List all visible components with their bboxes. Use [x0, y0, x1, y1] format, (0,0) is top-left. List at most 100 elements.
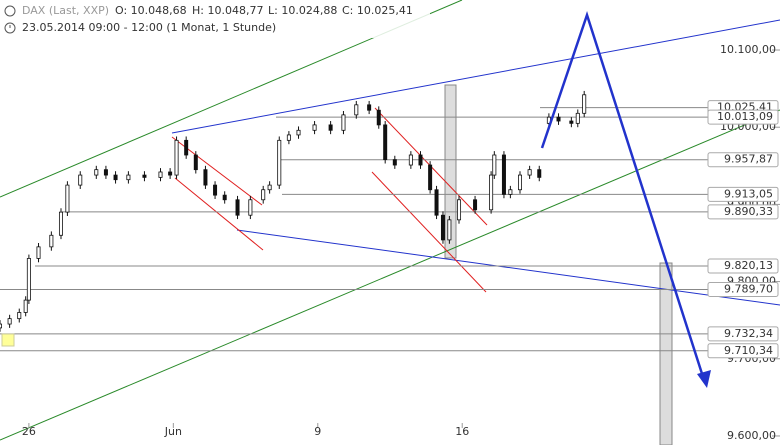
- candle-body: [556, 116, 561, 122]
- trend-line: [0, 109, 780, 441]
- candle-body: [537, 169, 542, 178]
- candle-body: [408, 154, 413, 166]
- candle-body: [508, 189, 513, 195]
- candle-body: [7, 318, 12, 325]
- level-label: 10.013,09: [717, 110, 773, 123]
- trend-line: [371, 171, 487, 293]
- candle-body: [126, 174, 131, 181]
- candle-body: [376, 109, 381, 126]
- candle-body: [0, 323, 3, 329]
- trend-line: [236, 229, 780, 306]
- candle-body: [434, 189, 439, 216]
- candle-body: [428, 164, 433, 191]
- candle-body: [489, 174, 494, 211]
- level-label: 9.820,13: [724, 259, 773, 272]
- candle-body: [168, 171, 173, 176]
- level-box: [707, 282, 779, 298]
- candle-body: [341, 114, 346, 131]
- y-tick-label: 9.600,00: [727, 429, 776, 442]
- candle-body: [354, 104, 359, 116]
- candle-body: [418, 154, 423, 166]
- candle-body: [222, 194, 227, 201]
- ohlc-open: O: 10.048,68: [115, 4, 187, 17]
- candle-body: [501, 154, 506, 195]
- candle-body: [286, 134, 291, 141]
- candles: [0, 90, 587, 332]
- candle-body: [103, 169, 108, 176]
- level-box: [707, 204, 779, 220]
- candle-body: [113, 174, 118, 181]
- candle-body: [58, 211, 63, 236]
- clock-icon: [4, 22, 16, 34]
- candle-body: [392, 159, 397, 166]
- candle-body: [457, 199, 462, 221]
- trend-line: [174, 177, 264, 251]
- icon: [4, 5, 16, 17]
- candle-body: [328, 124, 333, 131]
- candle-body: [367, 104, 372, 111]
- candle-body: [261, 189, 266, 201]
- level-box: [707, 258, 779, 274]
- forecast-arrow: [540, 11, 706, 381]
- candle-body: [473, 199, 478, 211]
- candle-body: [158, 171, 163, 178]
- candle-body: [26, 258, 31, 301]
- subtitle: 23.05.2014 09:00 - 12:00 (1 Monat, 1 Stu…: [22, 21, 276, 34]
- marker: [1, 333, 15, 347]
- candle-body: [184, 139, 189, 156]
- level-label: 9.710,34: [724, 344, 773, 357]
- candle-body: [94, 169, 99, 176]
- x-tick-label: 26: [22, 425, 36, 438]
- levels: [0, 107, 708, 352]
- candle-body: [440, 214, 445, 241]
- candle-body: [23, 299, 28, 313]
- level-box: [707, 343, 779, 359]
- x-tick-label: 16: [455, 425, 469, 438]
- ohlc-high: H: 10.048,77: [192, 4, 263, 17]
- instrument: DAX (Last, XXP): [22, 4, 109, 17]
- candle-body: [17, 312, 22, 320]
- arrow-head: [697, 370, 711, 388]
- candle-body: [492, 154, 497, 176]
- level-box: [707, 152, 779, 168]
- arrow: [540, 11, 711, 388]
- candle-body: [78, 174, 83, 186]
- candle-body: [312, 124, 317, 131]
- candle-body: [569, 120, 574, 124]
- candle-body: [518, 174, 523, 191]
- ohlc-low: L: 10.024,88: [268, 4, 337, 17]
- trend-line: [171, 19, 780, 134]
- candle-body: [383, 124, 388, 161]
- level-label: 9.890,33: [724, 205, 773, 218]
- candle-body: [142, 174, 147, 178]
- candle-body: [277, 139, 282, 186]
- level-label: 9.913,05: [724, 187, 773, 200]
- candle-body: [49, 234, 54, 248]
- candle-body: [267, 184, 272, 191]
- highlight-bar: [444, 84, 457, 259]
- candle-body: [296, 129, 301, 136]
- candle-body: [213, 184, 218, 196]
- x-tick-label: 9: [314, 425, 321, 438]
- level-box: [707, 186, 779, 202]
- candle-body: [575, 112, 580, 124]
- level-label: 9.732,34: [724, 327, 773, 340]
- candle-body: [447, 219, 452, 241]
- level-label: 9.789,70: [724, 283, 773, 296]
- ohlc-close: C: 10.025,41: [342, 4, 413, 17]
- candle-body: [174, 139, 179, 176]
- candle-body: [65, 184, 70, 213]
- y-tick-label: 10.100,00: [720, 43, 776, 56]
- header-bg: [0, 0, 430, 38]
- level-box: [707, 326, 779, 342]
- x-tick-label: Jun: [164, 425, 182, 438]
- candle-body: [235, 199, 240, 216]
- candle-body: [36, 246, 41, 259]
- candle-body: [527, 169, 532, 176]
- level-box: [707, 109, 779, 125]
- level-label: 9.957,87: [724, 153, 773, 166]
- candle-body: [203, 169, 208, 186]
- candle-body: [582, 94, 587, 114]
